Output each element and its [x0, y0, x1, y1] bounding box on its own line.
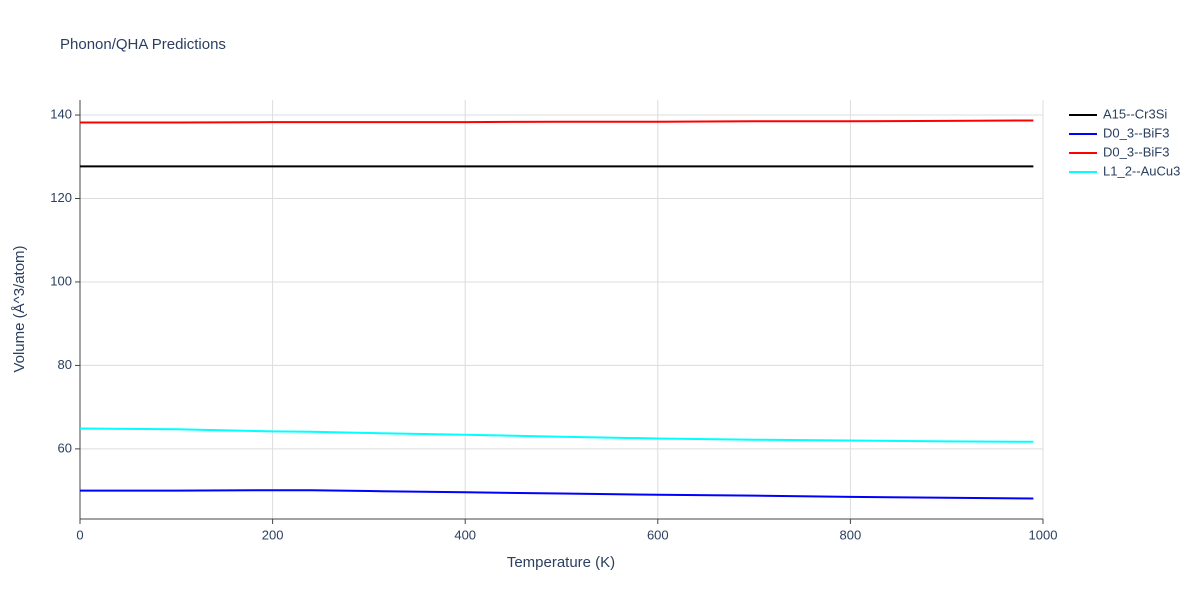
legend-label: L1_2--AuCu3 [1103, 163, 1180, 178]
y-tick-label: 140 [50, 106, 72, 121]
legend-label: D0_3--BiF3 [1103, 144, 1169, 159]
y-axis-label: Volume (Å^3/atom) [11, 245, 28, 372]
x-tick-label: 1000 [1029, 527, 1058, 542]
y-tick-label: 120 [50, 190, 72, 205]
x-tick-label: 600 [647, 527, 669, 542]
legend-label: A15--Cr3Si [1103, 106, 1167, 121]
chart-title: Phonon/QHA Predictions [60, 36, 226, 53]
series-line [80, 119, 1034, 124]
series-line [80, 489, 1034, 500]
x-tick-label: 0 [76, 527, 83, 542]
y-tick-label: 80 [58, 357, 72, 372]
series-line [79, 427, 1034, 443]
x-axis-label: Temperature (K) [507, 554, 615, 571]
legend-label: D0_3--BiF3 [1103, 125, 1169, 140]
y-tick-label: 60 [58, 440, 72, 455]
x-tick-label: 400 [454, 527, 476, 542]
y-tick-label: 100 [50, 273, 72, 288]
x-tick-label: 800 [840, 527, 862, 542]
x-tick-label: 200 [262, 527, 284, 542]
